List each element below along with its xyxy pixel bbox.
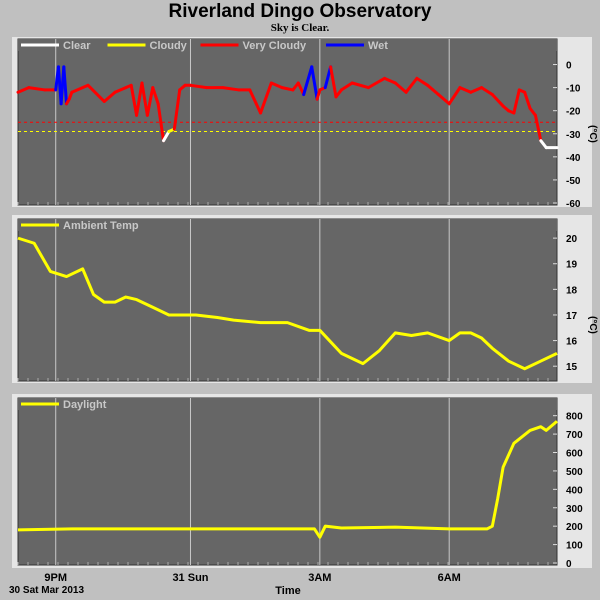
y-tick-label: 100 bbox=[566, 541, 583, 552]
page-title: Riverland Dingo Observatory bbox=[168, 1, 432, 22]
legend-label: Very Cloudy bbox=[243, 40, 307, 52]
sky-temp-segment-clear bbox=[162, 129, 171, 143]
sky-temp-segment-very-cloudy bbox=[27, 86, 47, 92]
y-tick-label: -10 bbox=[566, 84, 581, 95]
sky-temp-segment-very-cloudy bbox=[248, 88, 263, 115]
y-tick-label: 0 bbox=[566, 61, 572, 72]
sky-temp-segment-very-cloudy bbox=[16, 86, 31, 94]
y-tick-label: 400 bbox=[566, 485, 583, 496]
y-axis-label: (°C) bbox=[587, 125, 598, 143]
y-tick-label: 600 bbox=[566, 449, 583, 460]
plot-area bbox=[17, 38, 558, 206]
sky-temp-segment-wet bbox=[62, 65, 69, 106]
sky-temp-segment-very-cloudy bbox=[135, 81, 144, 117]
sky-temp-segment-very-cloudy bbox=[221, 86, 241, 92]
plot-area bbox=[17, 218, 558, 382]
y-tick-label: 800 bbox=[566, 412, 583, 423]
y-tick-label: 500 bbox=[566, 467, 583, 478]
sky-temp-segment-very-cloudy bbox=[329, 65, 338, 99]
sky-temp-segment-very-cloudy bbox=[151, 86, 160, 106]
y-tick-label: 15 bbox=[566, 362, 578, 373]
sky-temp-segment-very-cloudy bbox=[383, 76, 397, 85]
y-tick-label: 19 bbox=[566, 260, 578, 271]
x-tick-label: 3AM bbox=[308, 572, 331, 584]
sky-temp-segment-wet bbox=[310, 65, 319, 101]
sky-temp-segment-very-cloudy bbox=[145, 86, 155, 117]
y-tick-label: -40 bbox=[566, 153, 581, 164]
y-tick-label: -60 bbox=[566, 199, 581, 210]
sky-temp-segment-wet bbox=[302, 65, 314, 97]
legend-band bbox=[18, 219, 557, 231]
sky-temp-segment-very-cloudy bbox=[458, 86, 473, 94]
sky-temp-segment-very-cloudy bbox=[480, 86, 494, 97]
sky-temp-segment-very-cloudy bbox=[86, 83, 106, 103]
x-tick-label: 31 Sun bbox=[172, 572, 208, 584]
sky-temp-segment-very-cloudy bbox=[339, 81, 354, 92]
sky-status: Sky is Clear. bbox=[270, 22, 330, 34]
sky-temp-segment-very-cloudy bbox=[172, 88, 182, 131]
y-tick-label: 17 bbox=[566, 311, 578, 322]
sky-temp-segment-very-cloudy bbox=[447, 86, 462, 106]
sky-temp-segment-very-cloudy bbox=[366, 76, 387, 90]
x-tick-label: 9PM bbox=[44, 572, 67, 584]
sky-temp-segment-very-cloudy bbox=[70, 83, 90, 94]
x-axis-label: Time bbox=[275, 585, 300, 597]
sky-temp-segment-very-cloudy bbox=[523, 90, 532, 110]
sky-temp-segment-very-cloudy bbox=[156, 102, 166, 143]
legend-label: Cloudy bbox=[150, 40, 188, 52]
x-tick-label: 6AM bbox=[438, 572, 461, 584]
y-axis-label: (°C) bbox=[587, 316, 598, 334]
sky-temp-segment-very-cloudy bbox=[280, 86, 295, 92]
y-tick-label: 18 bbox=[566, 285, 578, 296]
sky-temp-segment-very-cloudy bbox=[315, 88, 322, 101]
sky-temp-segment-very-cloudy bbox=[188, 83, 209, 90]
sky-temp-segment-very-cloudy bbox=[415, 76, 430, 87]
sky-temp-segment-very-cloudy bbox=[533, 113, 543, 143]
sky-temp-segment-very-cloudy bbox=[102, 90, 117, 103]
y-tick-label: -20 bbox=[566, 107, 581, 118]
y-tick-label: 200 bbox=[566, 522, 583, 533]
y-tick-label: 300 bbox=[566, 504, 583, 515]
y-tick-label: 0 bbox=[566, 559, 572, 570]
sky-temp-segment-very-cloudy bbox=[436, 93, 451, 106]
sky-temp-segment-very-cloudy bbox=[404, 76, 419, 94]
legend-label: Wet bbox=[368, 40, 388, 52]
sky-temp-segment-very-cloudy bbox=[426, 83, 440, 97]
ambient-temp-line bbox=[17, 236, 558, 371]
daylight-line bbox=[17, 420, 558, 539]
legend-label: Daylight bbox=[63, 399, 107, 411]
legend-label: Ambient Temp bbox=[63, 220, 139, 232]
plot-area bbox=[17, 397, 558, 566]
sky-temp-segment-very-cloudy bbox=[512, 88, 521, 115]
date-label: 30 Sat Mar 2013 bbox=[9, 585, 85, 596]
sky-temp-segment-very-cloudy bbox=[490, 93, 505, 108]
sky-temp-segment-very-cloudy bbox=[129, 83, 139, 117]
sky-temp-segment-very-cloudy bbox=[259, 81, 273, 115]
y-tick-label: -30 bbox=[566, 130, 581, 141]
sky-temp-segment-very-cloudy bbox=[140, 81, 149, 117]
sky-temp-segment-very-cloudy bbox=[469, 86, 484, 94]
y-tick-label: 700 bbox=[566, 430, 583, 441]
sky-temp-segment-very-cloudy bbox=[350, 81, 370, 90]
sky-temp-segment-very-cloudy bbox=[113, 86, 128, 94]
y-tick-label: 20 bbox=[566, 234, 578, 245]
sky-temp-segment-very-cloudy bbox=[393, 81, 408, 94]
sky-temp-segment-very-cloudy bbox=[269, 81, 284, 90]
legend-band bbox=[18, 398, 557, 410]
y-tick-label: 16 bbox=[566, 337, 578, 348]
y-tick-label: -50 bbox=[566, 176, 581, 187]
legend-label: Clear bbox=[63, 40, 91, 52]
legend-band bbox=[18, 39, 557, 51]
